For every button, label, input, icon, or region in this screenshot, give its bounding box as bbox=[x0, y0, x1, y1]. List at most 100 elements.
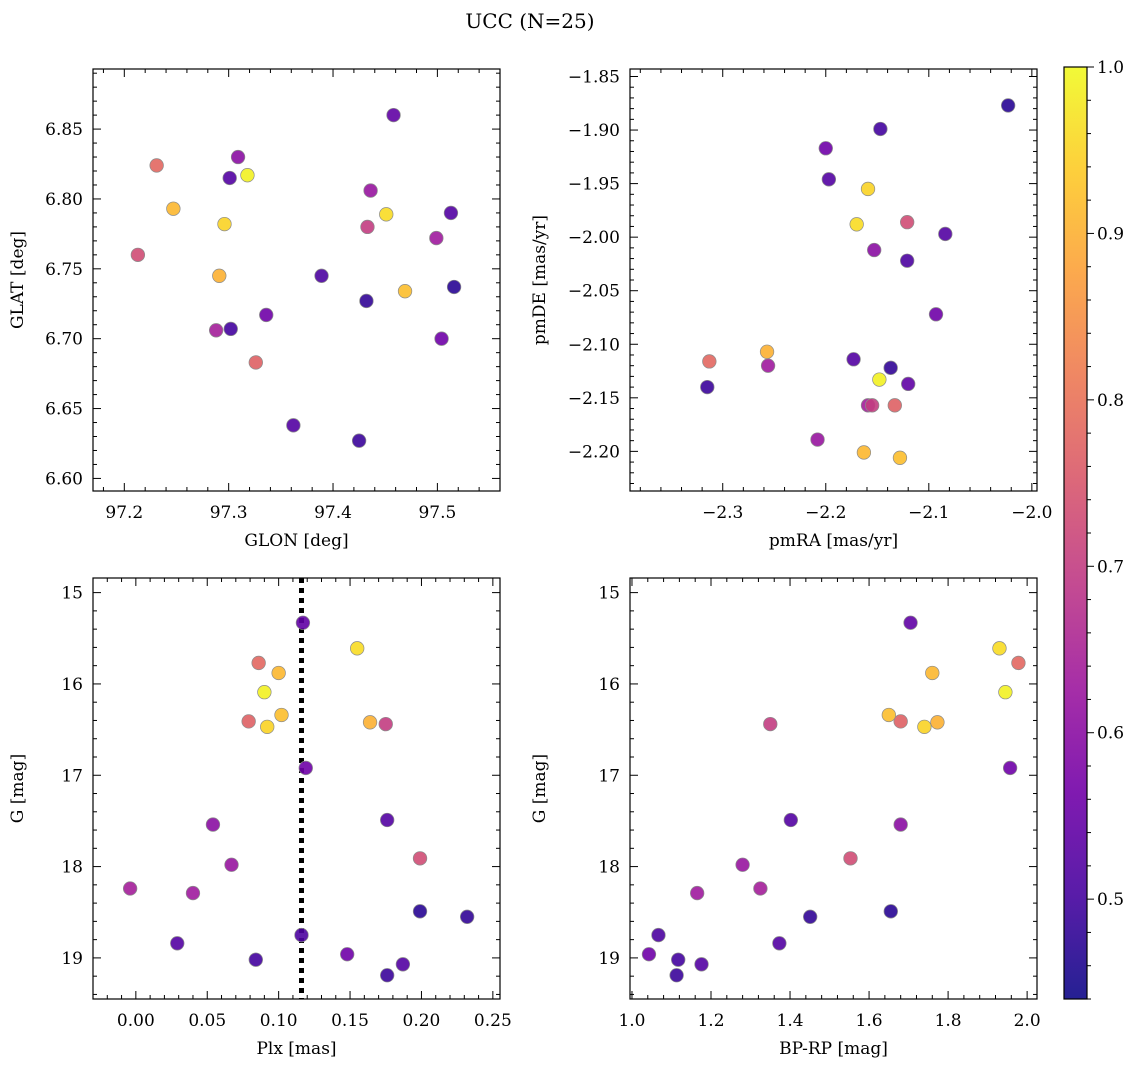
y-tick-label: −2.15 bbox=[568, 389, 620, 409]
x-tick-label: −2.2 bbox=[805, 503, 846, 523]
data-point bbox=[130, 247, 146, 262]
colorbar: 0.5 0.6 0.7 0.8 0.9 1.0 bbox=[1063, 58, 1124, 1000]
y-axis-label: pmDE [mas/yr] bbox=[530, 215, 550, 345]
x-tick-label: 0.20 bbox=[403, 1011, 441, 1031]
data-point bbox=[294, 927, 309, 943]
data-point bbox=[763, 716, 778, 732]
y-tick-label: 6.80 bbox=[45, 190, 83, 210]
data-point bbox=[271, 665, 286, 681]
x-tick-label: 1.6 bbox=[856, 1011, 883, 1031]
x-axis-label: BP-RP [mag] bbox=[779, 1039, 888, 1059]
data-point bbox=[380, 812, 395, 828]
panel-pmra-pmde: −2.3 −2.2 −2.1 −2.0 −2.20 −2.15 −2.10 −2.05 −2.0… bbox=[530, 67, 1052, 551]
x-tick-label: 0.25 bbox=[474, 1011, 512, 1031]
data-point bbox=[212, 268, 227, 283]
data-point bbox=[887, 398, 902, 413]
data-point bbox=[700, 379, 715, 395]
y-axis-label: G [mag] bbox=[8, 754, 28, 823]
data-point bbox=[818, 141, 833, 156]
data-point bbox=[1011, 655, 1026, 671]
data-point bbox=[240, 168, 255, 183]
y-tick-label: −1.95 bbox=[568, 175, 620, 195]
data-point bbox=[434, 331, 449, 346]
data-point bbox=[251, 655, 266, 671]
y-tick-label: 16 bbox=[61, 675, 83, 695]
y-axis-label: G [mag] bbox=[530, 754, 550, 823]
y-tick-label: 6.65 bbox=[45, 400, 83, 420]
y-tick-label: −2.05 bbox=[568, 282, 620, 302]
data-point bbox=[122, 881, 138, 896]
data-point bbox=[893, 714, 908, 729]
data-point bbox=[170, 936, 185, 951]
x-tick-label: 97.4 bbox=[314, 503, 352, 523]
y-tick-label: 18 bbox=[598, 858, 620, 878]
data-point bbox=[222, 170, 237, 186]
y-tick-label: 6.75 bbox=[45, 260, 83, 280]
data-point bbox=[900, 253, 915, 268]
data-point bbox=[821, 172, 837, 187]
x-tick-label: −2.0 bbox=[1011, 503, 1052, 523]
data-point bbox=[864, 398, 880, 413]
x-tick-label: 0.15 bbox=[331, 1011, 369, 1031]
data-point bbox=[892, 450, 908, 465]
y-tick-label: 6.85 bbox=[45, 120, 83, 140]
data-point bbox=[397, 284, 413, 299]
data-point bbox=[412, 904, 428, 919]
data-point bbox=[860, 181, 876, 197]
data-point bbox=[992, 641, 1007, 656]
y-tick-label: −2.10 bbox=[568, 335, 620, 355]
axes-frame bbox=[629, 68, 1038, 492]
data-point bbox=[260, 719, 275, 735]
data-point bbox=[925, 665, 940, 681]
data-point bbox=[930, 715, 945, 730]
data-point bbox=[903, 615, 918, 630]
data-point bbox=[881, 707, 896, 723]
data-point bbox=[230, 149, 246, 165]
data-point bbox=[248, 355, 263, 370]
y-tick-label: 16 bbox=[598, 675, 620, 695]
y-tick-label: 6.60 bbox=[45, 469, 83, 489]
data-point bbox=[856, 445, 872, 460]
data-point bbox=[702, 354, 717, 369]
data-point bbox=[872, 372, 887, 387]
data-point bbox=[759, 344, 775, 359]
panel-bprp-g: 1.0 1.2 1.4 1.6 1.8 2.0 15 16 17 18 19 BP-RP [mag] G… bbox=[530, 577, 1041, 1059]
x-tick-label: 97.2 bbox=[105, 503, 143, 523]
data-point bbox=[379, 207, 394, 222]
colorbar-frame bbox=[1063, 66, 1088, 1000]
colorbar-tick-label: 0.9 bbox=[1097, 224, 1124, 244]
y-tick-label: −2.20 bbox=[568, 442, 620, 462]
x-tick-label: 1.2 bbox=[697, 1011, 724, 1031]
x-tick-label: 1.4 bbox=[777, 1011, 804, 1031]
data-point bbox=[298, 760, 313, 776]
scatter-points bbox=[130, 107, 462, 448]
colorbar-tick-label: 0.7 bbox=[1097, 557, 1124, 577]
data-point bbox=[362, 715, 378, 730]
colorbar-tick-label: 0.6 bbox=[1097, 724, 1124, 744]
tick-marks bbox=[630, 578, 1037, 999]
data-point bbox=[651, 927, 666, 943]
data-point bbox=[295, 615, 311, 630]
data-point bbox=[314, 268, 329, 283]
data-point bbox=[443, 205, 459, 221]
data-point bbox=[694, 957, 709, 972]
data-point bbox=[669, 968, 684, 983]
y-tick-label: −1.90 bbox=[568, 121, 620, 141]
data-point bbox=[772, 936, 787, 951]
data-point bbox=[429, 230, 444, 246]
x-tick-label: −2.3 bbox=[702, 503, 743, 523]
data-point bbox=[185, 885, 201, 901]
y-tick-label: 6.70 bbox=[45, 330, 83, 350]
data-point bbox=[867, 242, 882, 258]
data-point bbox=[917, 719, 932, 735]
data-point bbox=[928, 307, 944, 322]
data-point bbox=[412, 851, 428, 866]
colorbar-tick-label: 0.5 bbox=[1097, 890, 1124, 910]
data-point bbox=[259, 307, 274, 323]
x-tick-label: 0.00 bbox=[117, 1011, 155, 1031]
data-point bbox=[810, 432, 825, 447]
panels: 97.2 97.3 97.4 97.5 6.60 6.65 6.70 6.75 6.80 6.85… bbox=[8, 67, 1052, 1059]
data-point bbox=[360, 219, 375, 235]
panel-glon-glat: 97.2 97.3 97.4 97.5 6.60 6.65 6.70 6.75 6.80 6.85… bbox=[8, 68, 501, 551]
y-tick-label: 19 bbox=[61, 949, 83, 969]
